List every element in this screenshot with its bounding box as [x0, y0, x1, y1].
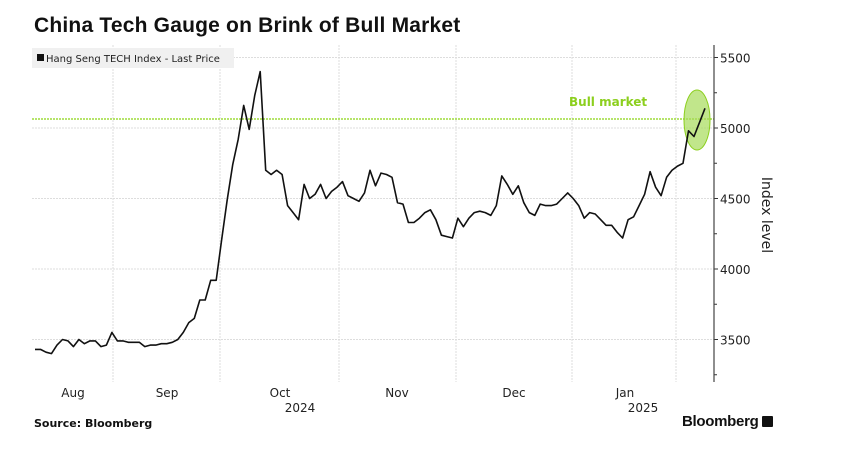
x-tick-label: Nov — [385, 386, 408, 400]
gridlines — [32, 45, 714, 382]
y-tick-label: 5500 — [720, 52, 751, 66]
y-tick-label: 3500 — [720, 334, 751, 348]
x-year-label: 2025 — [628, 401, 659, 415]
x-tick-label: Oct — [270, 386, 291, 400]
legend-box — [32, 48, 234, 68]
bloomberg-terminal-icon — [762, 416, 774, 427]
y-axis-label: Index level — [758, 177, 774, 253]
source-note: Source: Bloomberg — [34, 417, 153, 430]
x-tick-label: Dec — [502, 386, 525, 400]
x-tick-label: Sep — [156, 386, 179, 400]
bull-market-label: Bull market — [569, 95, 647, 109]
legend-swatch — [37, 54, 44, 61]
y-axis: 3500 4000 4500 5000 5500 — [713, 45, 751, 382]
bull-highlight-ellipse — [683, 89, 711, 151]
y-tick-label: 4000 — [720, 263, 751, 277]
x-axis: Aug Sep Oct Nov Dec Jan 2024 2025 — [61, 386, 658, 415]
y-tick-label: 5000 — [720, 122, 751, 136]
bloomberg-logo: Bloomberg — [682, 413, 774, 430]
x-tick-label: Aug — [61, 386, 84, 400]
x-year-label: 2024 — [285, 401, 316, 415]
y-tick-label: 4500 — [720, 193, 751, 207]
chart-title: China Tech Gauge on Brink of Bull Market — [34, 14, 461, 37]
legend-label: Hang Seng TECH Index - Last Price — [46, 54, 220, 65]
brand-text: Bloomberg — [682, 413, 759, 430]
x-tick-label: Jan — [615, 386, 635, 400]
series-line-hang-seng-tech — [35, 70, 706, 355]
